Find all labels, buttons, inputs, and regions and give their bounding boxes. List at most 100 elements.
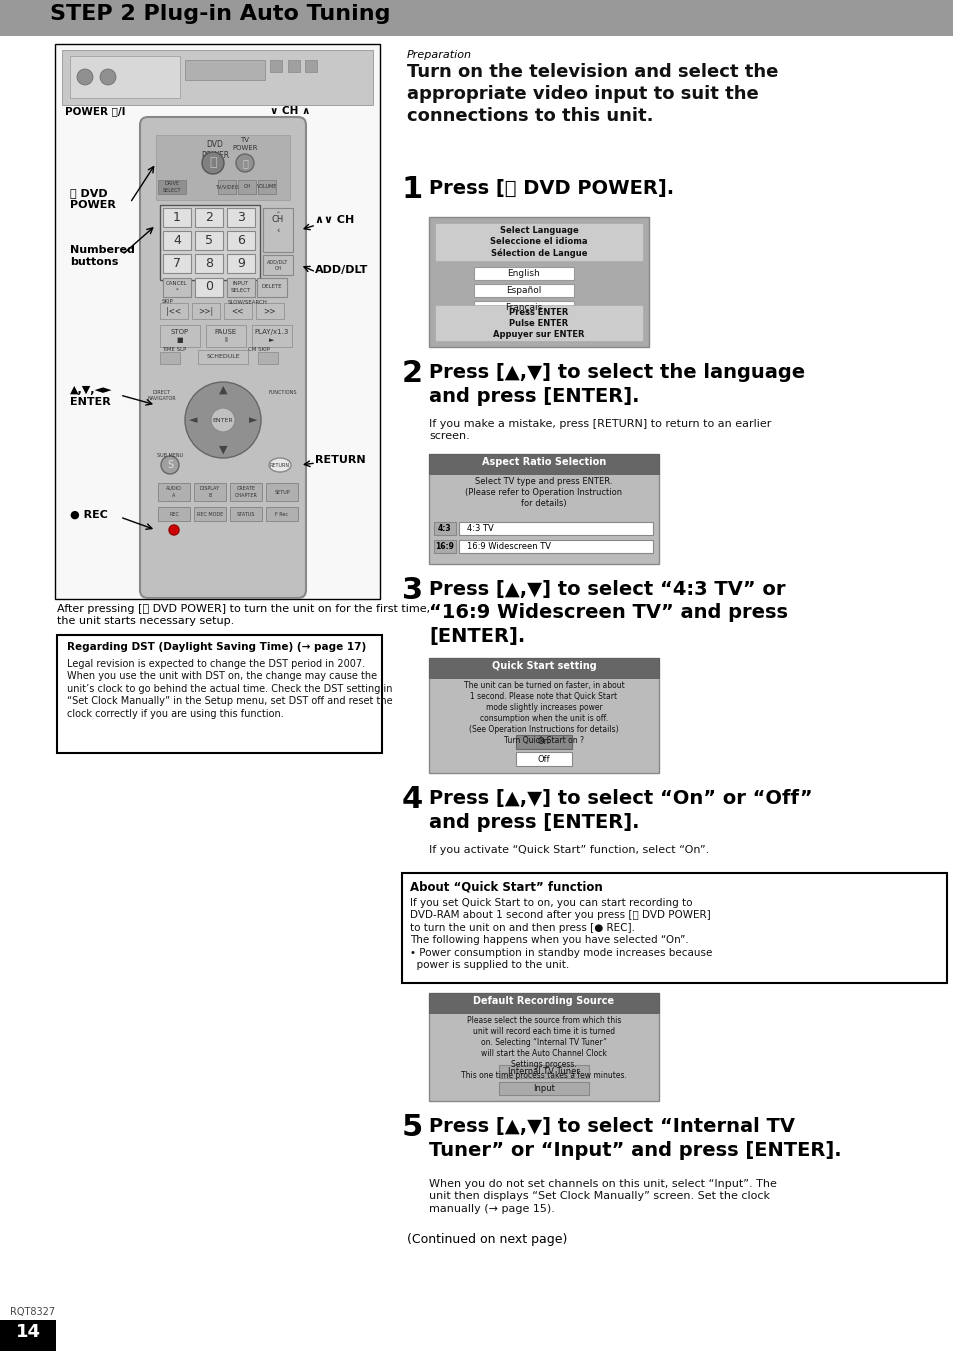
Bar	[498, 1082, 588, 1096]
Text: Input: Input	[533, 1084, 555, 1093]
Bar	[266, 507, 297, 521]
Ellipse shape	[269, 458, 291, 471]
Text: On: On	[537, 738, 550, 747]
Text: ADD/DLT: ADD/DLT	[314, 265, 368, 276]
Text: If you activate “Quick Start” function, select “On”.: If you activate “Quick Start” function, …	[429, 844, 708, 855]
Text: AUDIO
A: AUDIO A	[166, 486, 182, 497]
Text: SKIP: SKIP	[162, 299, 173, 304]
Bar	[224, 303, 252, 319]
Bar	[434, 521, 456, 535]
Bar	[270, 59, 282, 72]
Bar	[218, 180, 235, 195]
Bar	[429, 658, 659, 773]
Bar	[288, 59, 299, 72]
Text: ENTER: ENTER	[213, 417, 233, 423]
Text: FUNCTIONS: FUNCTIONS	[269, 390, 297, 394]
Text: VOLUME: VOLUME	[256, 185, 277, 189]
Text: 6: 6	[236, 234, 245, 247]
Text: SLOW/SEARCH: SLOW/SEARCH	[228, 299, 268, 304]
FancyBboxPatch shape	[140, 118, 306, 598]
Ellipse shape	[185, 382, 261, 458]
Text: 4: 4	[401, 785, 423, 815]
Bar	[185, 59, 265, 80]
Bar	[158, 507, 190, 521]
Bar	[158, 484, 190, 501]
Text: DELETE: DELETE	[261, 285, 282, 289]
Bar	[257, 353, 277, 363]
Text: Press [ⓘ DVD POWER].: Press [ⓘ DVD POWER].	[429, 178, 674, 199]
Bar	[163, 278, 191, 297]
Bar	[70, 55, 180, 99]
Bar	[516, 753, 572, 766]
Text: DIRECT
NAVIGATOR: DIRECT NAVIGATOR	[148, 390, 176, 401]
Text: PLAY/x1.3
►: PLAY/x1.3 ►	[254, 330, 289, 343]
Text: 1: 1	[172, 211, 181, 224]
Text: 14: 14	[15, 1323, 40, 1342]
Text: 1: 1	[401, 176, 423, 204]
Bar	[194, 278, 223, 297]
Text: 0: 0	[205, 281, 213, 293]
Bar	[160, 205, 260, 280]
Bar	[429, 454, 659, 563]
Text: ⓘ: ⓘ	[209, 157, 216, 169]
Text: INPUT
SELECT: INPUT SELECT	[231, 281, 251, 293]
Bar	[227, 208, 254, 227]
Bar	[230, 507, 262, 521]
Text: ∨ CH ∧: ∨ CH ∧	[270, 105, 310, 116]
Bar	[498, 1065, 588, 1078]
Bar	[516, 735, 572, 748]
Bar	[62, 50, 373, 105]
Text: 16:9 Widescreen TV: 16:9 Widescreen TV	[467, 542, 551, 551]
Text: ADD/DLT
CH: ADD/DLT CH	[267, 259, 289, 270]
Text: 8: 8	[205, 257, 213, 270]
Text: F Rec: F Rec	[275, 512, 288, 516]
Bar	[227, 254, 254, 273]
Bar	[0, 1320, 56, 1351]
Bar	[156, 135, 290, 200]
Text: Quick Start setting: Quick Start setting	[491, 661, 596, 671]
Text: Please select the source from which this
unit will record each time it is turned: Please select the source from which this…	[460, 1016, 626, 1081]
Text: RETURN: RETURN	[314, 455, 365, 465]
Text: 2: 2	[205, 211, 213, 224]
Bar	[305, 59, 316, 72]
Bar	[435, 305, 642, 340]
Bar	[192, 303, 220, 319]
Text: Press [▲,▼] to select “Internal TV
Tuner” or “Input” and press [ENTER].: Press [▲,▼] to select “Internal TV Tuner…	[429, 1117, 841, 1159]
Text: SUB MENU: SUB MENU	[157, 453, 183, 458]
Text: |<<: |<<	[166, 307, 181, 316]
Text: 5: 5	[401, 1113, 423, 1142]
Text: STEP 2 Plug-in Auto Tuning: STEP 2 Plug-in Auto Tuning	[50, 4, 390, 24]
Text: 4: 4	[172, 234, 181, 247]
Text: REC MODE: REC MODE	[196, 512, 223, 516]
Bar	[429, 993, 659, 1013]
Bar	[263, 255, 293, 276]
Bar	[227, 231, 254, 250]
Bar	[193, 484, 226, 501]
Bar	[230, 484, 262, 501]
Text: CH: CH	[243, 185, 251, 189]
Text: Off: Off	[537, 754, 550, 763]
Text: CM SKIP: CM SKIP	[248, 347, 270, 353]
Text: DISPLAY
B: DISPLAY B	[200, 486, 220, 497]
Bar	[474, 267, 574, 280]
Bar	[0, 0, 953, 36]
Text: About “Quick Start” function: About “Quick Start” function	[410, 880, 602, 893]
Bar	[158, 180, 186, 195]
Text: If you set Quick Start to on, you can start recording to
DVD-RAM about 1 second : If you set Quick Start to on, you can st…	[410, 898, 712, 970]
Text: Aspect Ratio Selection: Aspect Ratio Selection	[481, 457, 605, 467]
Bar	[160, 326, 200, 347]
Text: ▲,▼,◄►
ENTER: ▲,▼,◄► ENTER	[70, 385, 112, 408]
Bar	[474, 284, 574, 297]
Text: CREATE
CHAPTER: CREATE CHAPTER	[234, 486, 257, 497]
Text: 4:3: 4:3	[437, 524, 452, 534]
Text: Français: Français	[505, 303, 542, 312]
Bar	[256, 278, 287, 297]
Text: ▲: ▲	[218, 385, 227, 394]
Bar	[429, 454, 659, 474]
Text: ▼: ▼	[218, 444, 227, 455]
Text: 9: 9	[236, 257, 245, 270]
Text: RQT8327: RQT8327	[10, 1306, 55, 1317]
Text: DRIVE
SELECT: DRIVE SELECT	[163, 181, 181, 193]
Text: ● REC: ● REC	[70, 509, 108, 520]
Text: <<: <<	[232, 307, 244, 316]
